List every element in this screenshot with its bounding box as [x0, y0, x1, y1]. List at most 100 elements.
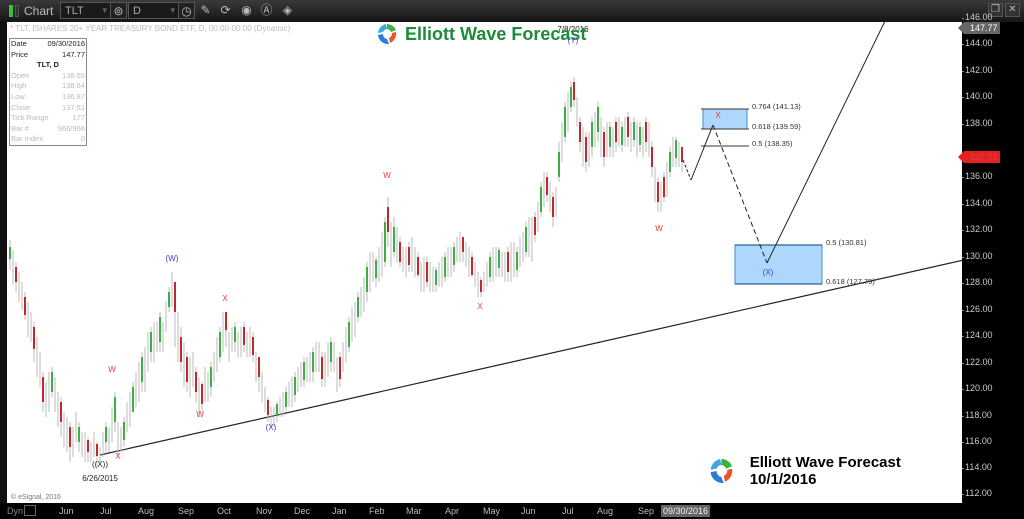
databox-row: Tick Range 177: [11, 113, 85, 123]
link-indicator-icon: [9, 5, 13, 17]
refresh-icon[interactable]: ⟳: [220, 3, 231, 17]
symbol-value: TLT: [65, 5, 84, 17]
y-tick: 146.00: [962, 12, 993, 22]
cursor-date-tag: 09/30/2016: [661, 505, 711, 517]
brand-swirl-icon: [378, 24, 397, 45]
x-tick: Nov: [256, 506, 273, 516]
dyn-label: Dyn: [7, 506, 24, 516]
wave-label: X: [115, 452, 121, 461]
price-label: Price: [11, 49, 29, 59]
a-circle-icon[interactable]: Ⓐ: [260, 3, 273, 17]
y-tick: 118.00: [962, 410, 992, 420]
fib-level-label: 0.5 (130.81): [826, 238, 867, 247]
dropdown-caret-icon: ▾: [102, 5, 107, 15]
wave-label: W: [196, 410, 204, 419]
chart-plot-area[interactable]: * TLT, ISHARES 20+ YEAR TREASURY BOND ET…: [7, 22, 962, 503]
brand-swirl-icon: [710, 459, 733, 484]
brand-logo-bottom: Elliott Wave Forecast 10/1/2016: [707, 454, 962, 488]
fib-level-label: 0.618 (139.59): [752, 122, 801, 131]
link-indicator-icon: [15, 5, 19, 17]
x-tick: Aug: [138, 506, 155, 516]
databox-row: Close 137.51: [11, 102, 85, 112]
x-tick: May: [483, 506, 501, 516]
brand-logo-top: Elliott Wave Forecast: [375, 22, 586, 46]
y-tick: 116.00: [962, 436, 992, 446]
y-tick: 142.00: [962, 65, 993, 75]
wave-label: X: [477, 302, 483, 311]
x-tick: Jun: [59, 506, 74, 516]
eraser-icon[interactable]: ◈: [282, 3, 293, 17]
x-tick: Feb: [369, 506, 385, 516]
last-price-tag: 137.51: [958, 151, 1000, 163]
data-window: Date 09/30/2016 Price 147.77 TLT, D Open 13…: [9, 38, 87, 146]
x-tick: Jun: [521, 506, 536, 516]
interval-input[interactable]: D ▾: [128, 2, 179, 19]
databox-row: Open 138.55: [11, 70, 85, 80]
y-tick: 136.00: [962, 171, 993, 181]
databox-row: Bar #966/966: [11, 123, 85, 133]
wave-label: ((X)): [92, 460, 108, 469]
time-axis[interactable]: Dyn Jun Jul Aug Sep Oct Nov Dec Jan Feb …: [0, 503, 1024, 519]
play-icon[interactable]: ◉: [241, 3, 252, 17]
databox-row: Bar Index 0: [11, 134, 85, 144]
x-tick: Jul: [562, 506, 574, 516]
window-title: Chart: [24, 4, 54, 18]
x-tick: Jul: [100, 506, 112, 516]
wave-label: W: [108, 365, 116, 374]
interval-value: D: [133, 5, 141, 17]
y-tick: 138.00: [962, 118, 993, 128]
interval-link-icon[interactable]: ◷: [178, 2, 195, 19]
copyright: © eSignal, 2016: [11, 494, 61, 501]
y-tick: 140.00: [962, 91, 993, 101]
y-tick: 114.00: [962, 462, 992, 472]
date-value: 09/30/2016: [47, 39, 85, 48]
date-label: Date: [11, 39, 27, 48]
wave-label: (W): [165, 254, 179, 263]
y-tick: 134.00: [962, 198, 993, 208]
pencil-icon[interactable]: ✎: [200, 3, 211, 17]
y-tick: 112.00: [962, 488, 992, 498]
y-tick: 130.00: [962, 251, 993, 261]
y-tick: 144.00: [962, 38, 993, 48]
databox-row: Low 136.87: [11, 91, 85, 101]
chart-titlebar: Chart TLT ▾ ⊚ D ▾ ◷ ✎ ⟳ ◉ Ⓐ ◈ ❐ ✕: [0, 0, 1024, 23]
x-tick: Apr: [445, 506, 460, 516]
date-label: 7/8/2016: [557, 25, 589, 34]
price-chart-svg: [9, 22, 962, 467]
databox-row: High 138.64: [11, 81, 85, 91]
wave-label: (X): [762, 268, 774, 277]
symbol-input[interactable]: TLT ▾: [60, 2, 111, 19]
price-value: 147.77: [62, 49, 85, 59]
chart-subtitle: * TLT, ISHARES 20+ YEAR TREASURY BOND ET…: [10, 24, 291, 33]
wave-label: (Y): [567, 36, 579, 45]
x-tick: Mar: [406, 506, 422, 516]
x-tick: Sep: [638, 506, 655, 516]
wave-label: W: [655, 224, 663, 233]
fib-level-label: 0.5 (138.35): [752, 139, 793, 148]
left-edge-bar: [0, 22, 7, 503]
cursor-price-tag: 147.77: [958, 22, 1000, 34]
symbol-link-icon[interactable]: ⊚: [110, 2, 127, 19]
x-tick: Dec: [294, 506, 311, 516]
y-tick: 124.00: [962, 330, 993, 340]
x-tick: Oct: [217, 506, 232, 516]
x-tick: Jan: [332, 506, 347, 516]
fib-level-label: 0.764 (141.13): [752, 102, 801, 111]
price-axis[interactable]: 146.00 144.00 142.00 140.00 138.00 136.0…: [958, 12, 1024, 503]
date-label: 6/26/2015: [82, 474, 118, 483]
dyn-toggle-button[interactable]: [24, 505, 36, 516]
close-window-button[interactable]: ✕: [1005, 3, 1020, 17]
brand-name: Elliott Wave Forecast: [405, 23, 587, 44]
wave-label: X: [222, 294, 228, 303]
wave-label: W: [383, 171, 391, 180]
y-tick: 132.00: [962, 224, 993, 234]
wave-label: X: [715, 111, 721, 120]
fib-level-label: 0.618 (127.79): [826, 277, 875, 286]
restore-window-button[interactable]: ❐: [988, 3, 1003, 17]
y-tick: 126.00: [962, 304, 993, 314]
x-tick: Sep: [178, 506, 195, 516]
y-tick: 122.00: [962, 357, 993, 367]
forecast-title: Elliott Wave Forecast 10/1/2016: [749, 454, 901, 488]
databox-header: TLT, D: [37, 60, 59, 70]
x-tick: Aug: [597, 506, 614, 516]
